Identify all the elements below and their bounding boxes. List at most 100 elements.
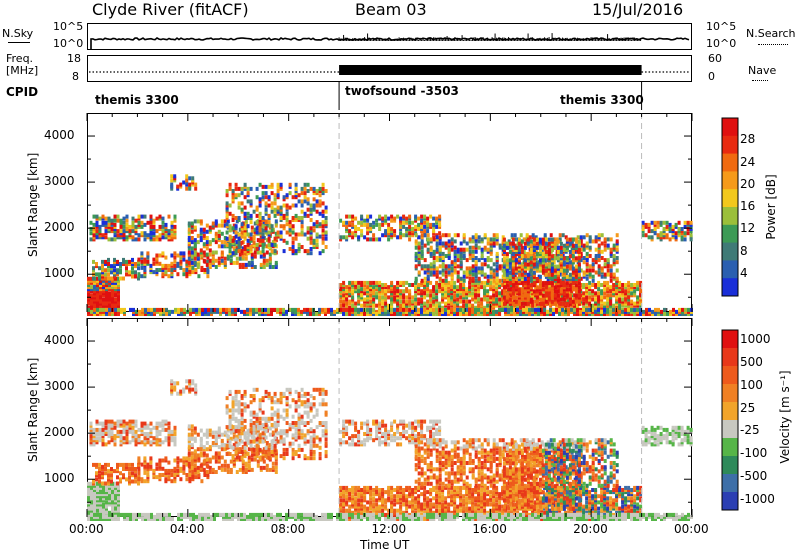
cell — [267, 307, 270, 312]
cell — [408, 307, 412, 312]
cell — [228, 228, 232, 233]
cell — [93, 485, 96, 490]
cell — [686, 231, 690, 236]
cell — [582, 270, 586, 275]
cell — [107, 469, 110, 474]
cell — [511, 262, 515, 267]
cell — [453, 297, 457, 302]
cell — [519, 243, 523, 248]
cell — [131, 229, 135, 234]
cell — [621, 297, 625, 302]
cell — [486, 278, 490, 283]
cell — [101, 233, 105, 238]
cell — [93, 291, 96, 296]
cell — [507, 303, 511, 308]
cell — [550, 256, 554, 261]
cell — [612, 305, 616, 310]
cell — [535, 291, 539, 296]
cell — [564, 235, 568, 240]
cell — [243, 309, 246, 314]
cell — [321, 186, 325, 191]
cell — [508, 291, 512, 296]
cell — [396, 295, 400, 300]
cell — [426, 280, 430, 285]
cell — [550, 277, 554, 281]
cell — [354, 283, 358, 287]
cell — [345, 229, 349, 234]
cell — [271, 265, 275, 269]
cell — [426, 268, 430, 273]
cell — [366, 222, 370, 227]
cell — [495, 299, 499, 304]
cell — [170, 178, 174, 183]
cell — [270, 191, 274, 196]
cell — [164, 235, 168, 240]
cell — [207, 307, 210, 312]
cell — [465, 266, 469, 271]
cell — [612, 243, 616, 248]
cell — [339, 303, 343, 308]
cell — [261, 197, 265, 202]
cell — [315, 203, 319, 208]
cell — [501, 235, 505, 240]
cell — [339, 305, 343, 310]
cell — [399, 216, 403, 221]
cell — [348, 291, 352, 296]
cell — [477, 266, 481, 271]
cell — [520, 277, 524, 281]
cell — [483, 245, 487, 250]
cell — [152, 218, 156, 223]
cell — [612, 274, 616, 279]
cell — [624, 307, 627, 312]
cell — [417, 216, 421, 221]
cell — [603, 305, 607, 310]
cell — [155, 255, 159, 260]
cell — [92, 227, 96, 231]
cell — [96, 481, 99, 486]
cell — [131, 235, 135, 240]
cell — [164, 222, 168, 227]
cell — [420, 291, 424, 296]
cell — [559, 241, 563, 246]
cell — [606, 262, 610, 267]
cell — [129, 307, 132, 312]
cell — [378, 309, 381, 314]
cell — [267, 220, 271, 225]
cell — [505, 262, 509, 267]
cell — [423, 303, 427, 308]
cell — [249, 312, 252, 316]
cell — [231, 189, 235, 193]
cell — [559, 281, 563, 286]
cell — [300, 224, 304, 229]
cell — [300, 186, 304, 191]
cell — [318, 199, 322, 204]
cell — [193, 219, 197, 224]
cell — [689, 227, 693, 231]
cell — [164, 270, 168, 275]
cell — [294, 236, 298, 241]
cell — [492, 293, 496, 298]
cell — [244, 219, 248, 224]
cell — [351, 289, 355, 294]
cell — [465, 274, 469, 279]
cell — [511, 237, 515, 242]
cell — [146, 255, 150, 260]
cell — [435, 289, 439, 294]
cell — [639, 299, 643, 304]
cell — [498, 245, 502, 250]
cell — [588, 295, 592, 300]
cell — [686, 222, 690, 227]
cell — [259, 254, 263, 259]
cell — [648, 307, 651, 312]
cell — [474, 268, 478, 273]
cell — [535, 237, 539, 242]
cell — [450, 312, 453, 316]
cell — [609, 303, 613, 308]
cell — [294, 193, 298, 198]
cell — [435, 235, 439, 240]
cell — [414, 264, 418, 269]
cell — [228, 242, 232, 247]
cell — [501, 303, 505, 308]
cell — [627, 287, 631, 292]
cell — [435, 303, 439, 308]
